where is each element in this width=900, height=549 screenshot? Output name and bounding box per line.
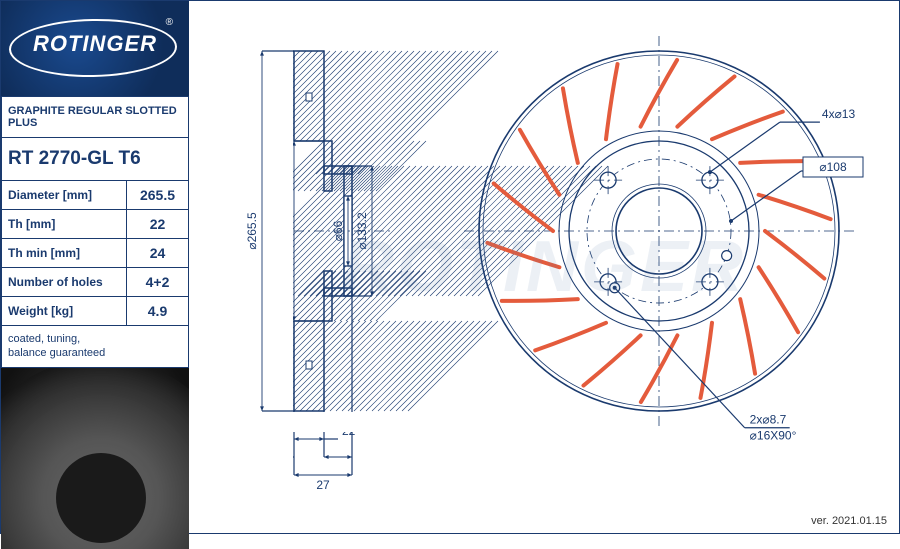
part-number: RT 2770-GL T6 xyxy=(2,138,189,181)
spec-table: GRAPHITE REGULAR SLOTTED PLUS RT 2770-GL… xyxy=(1,96,189,368)
spec-label: Th [mm] xyxy=(2,210,127,239)
drawing-svg: ⌀265.5⌀142.2⌀66⌀133.222727⌀265.54x⌀13⌀10… xyxy=(189,1,899,501)
registered-icon: ® xyxy=(166,17,173,28)
product-category: GRAPHITE REGULAR SLOTTED PLUS xyxy=(2,97,189,138)
spec-label: Diameter [mm] xyxy=(2,181,127,210)
spec-footnote: coated, tuning, balance guaranteed xyxy=(2,326,189,368)
product-photo xyxy=(1,368,189,549)
spec-label: Th min [mm] xyxy=(2,239,127,268)
brand-logo: ROTINGER ® xyxy=(1,1,189,96)
svg-text:27: 27 xyxy=(316,478,330,492)
spec-value: 265.5 xyxy=(127,181,189,210)
svg-text:⌀108: ⌀108 xyxy=(819,160,847,174)
version-label: ver. 2021.01.15 xyxy=(811,515,887,527)
svg-text:⌀133.2: ⌀133.2 xyxy=(355,212,369,250)
spec-value: 4+2 xyxy=(127,268,189,297)
svg-text:⌀66: ⌀66 xyxy=(331,220,345,241)
svg-text:2x⌀8.7: 2x⌀8.7 xyxy=(750,413,787,427)
svg-text:⌀16X90°: ⌀16X90° xyxy=(750,429,797,443)
spec-label: Number of holes xyxy=(2,268,127,297)
spec-value: 4.9 xyxy=(127,297,189,326)
technical-drawing: ROTINGER ⌀265.5⌀142.2⌀66⌀133.222727⌀265.… xyxy=(189,1,899,533)
spec-value: 24 xyxy=(127,239,189,268)
brand-name: ROTINGER xyxy=(1,31,189,57)
svg-text:⌀265.5: ⌀265.5 xyxy=(245,212,259,250)
spec-label: Weight [kg] xyxy=(2,297,127,326)
left-panel: ROTINGER ® GRAPHITE REGULAR SLOTTED PLUS… xyxy=(1,1,189,533)
spec-value: 22 xyxy=(127,210,189,239)
svg-text:4x⌀13: 4x⌀13 xyxy=(822,107,856,121)
page: ROTINGER ® GRAPHITE REGULAR SLOTTED PLUS… xyxy=(0,0,900,534)
disc-icon xyxy=(1,368,189,549)
